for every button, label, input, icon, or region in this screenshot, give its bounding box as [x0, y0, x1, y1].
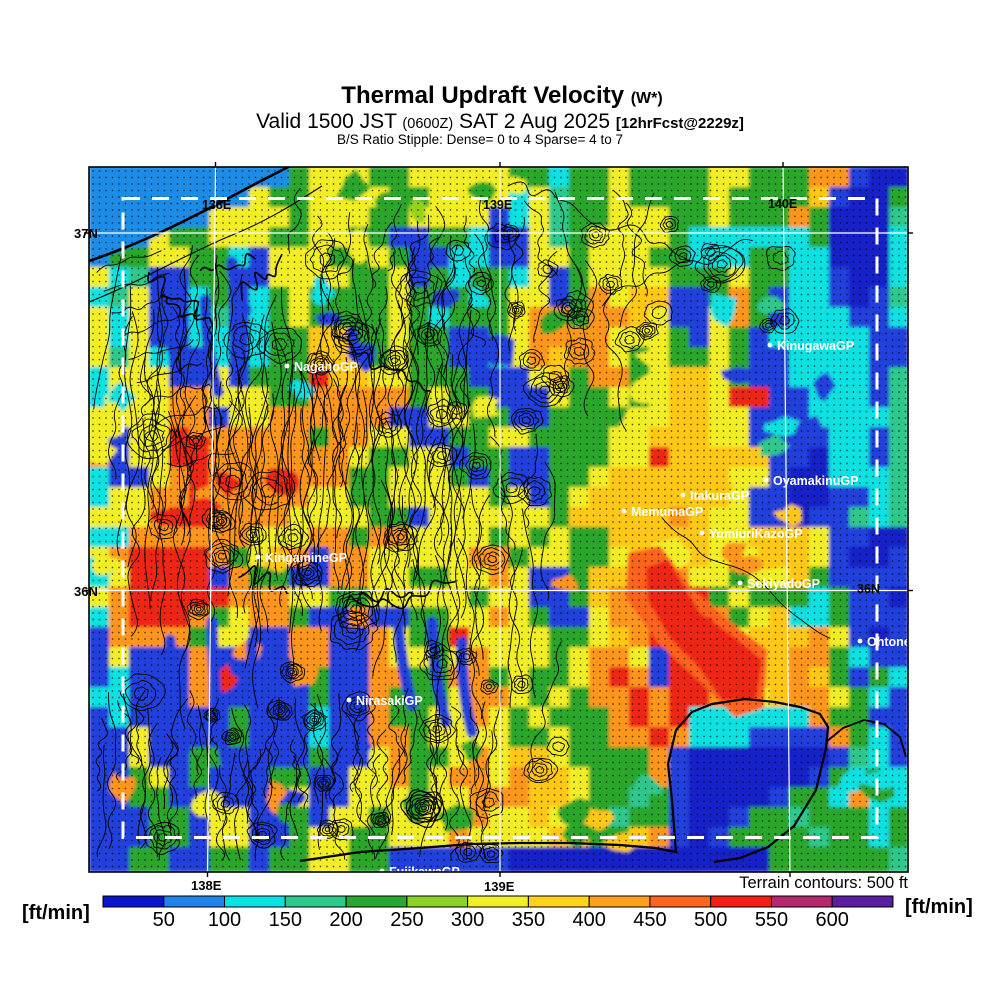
svg-text:550: 550 — [755, 909, 788, 931]
svg-text:139E: 139E — [484, 879, 515, 894]
svg-text:37N: 37N — [74, 226, 98, 241]
svg-text:150: 150 — [269, 909, 302, 931]
svg-text:450: 450 — [633, 909, 666, 931]
svg-text:100: 100 — [208, 909, 241, 931]
svg-text:500: 500 — [694, 909, 727, 931]
svg-text:MemumaGP: MemumaGP — [631, 505, 703, 519]
svg-text:NaganoGP: NaganoGP — [294, 360, 358, 374]
svg-text:139E: 139E — [483, 198, 512, 212]
svg-text:FujikawaGP: FujikawaGP — [389, 865, 460, 879]
svg-text:350: 350 — [512, 909, 545, 931]
svg-text:50: 50 — [153, 909, 175, 931]
svg-text:OyamakinuGP: OyamakinuGP — [773, 474, 858, 488]
svg-text:Terrain contours: 500 ft: Terrain contours: 500 ft — [739, 874, 908, 892]
svg-text:138E: 138E — [202, 198, 231, 212]
svg-text:KingamineGP: KingamineGP — [265, 551, 347, 565]
svg-text:OhtoneGP: OhtoneGP — [867, 635, 929, 649]
svg-text:KinugawaGP: KinugawaGP — [777, 339, 854, 353]
svg-text:36N: 36N — [857, 582, 880, 596]
svg-text:[ft/min]: [ft/min] — [905, 896, 973, 918]
svg-text:300: 300 — [451, 909, 484, 931]
svg-text:[ft/min]: [ft/min] — [22, 902, 90, 924]
svg-text:YomiuriKazoGP: YomiuriKazoGP — [709, 527, 803, 541]
svg-text:NirasakiGP: NirasakiGP — [356, 694, 423, 708]
svg-text:400: 400 — [573, 909, 606, 931]
svg-text:140E: 140E — [768, 197, 797, 211]
svg-text:250: 250 — [390, 909, 423, 931]
svg-text:ItakuraGP: ItakuraGP — [690, 489, 749, 503]
svg-text:200: 200 — [329, 909, 362, 931]
svg-text:SekiyadoGP: SekiyadoGP — [747, 577, 820, 591]
svg-text:138E: 138E — [191, 878, 222, 893]
svg-text:B/S Ratio Stipple: Dense= 0 t: B/S Ratio Stipple: Dense= 0 to 4 Sparse=… — [337, 132, 623, 147]
svg-text:Valid 1500 JST (0600Z) SAT 2 A: Valid 1500 JST (0600Z) SAT 2 Aug 2025 [1… — [256, 110, 744, 133]
svg-text:Thermal Updraft Velocity (W*): Thermal Updraft Velocity (W*) — [341, 82, 662, 109]
svg-text:600: 600 — [816, 909, 849, 931]
svg-text:36N: 36N — [74, 584, 98, 599]
